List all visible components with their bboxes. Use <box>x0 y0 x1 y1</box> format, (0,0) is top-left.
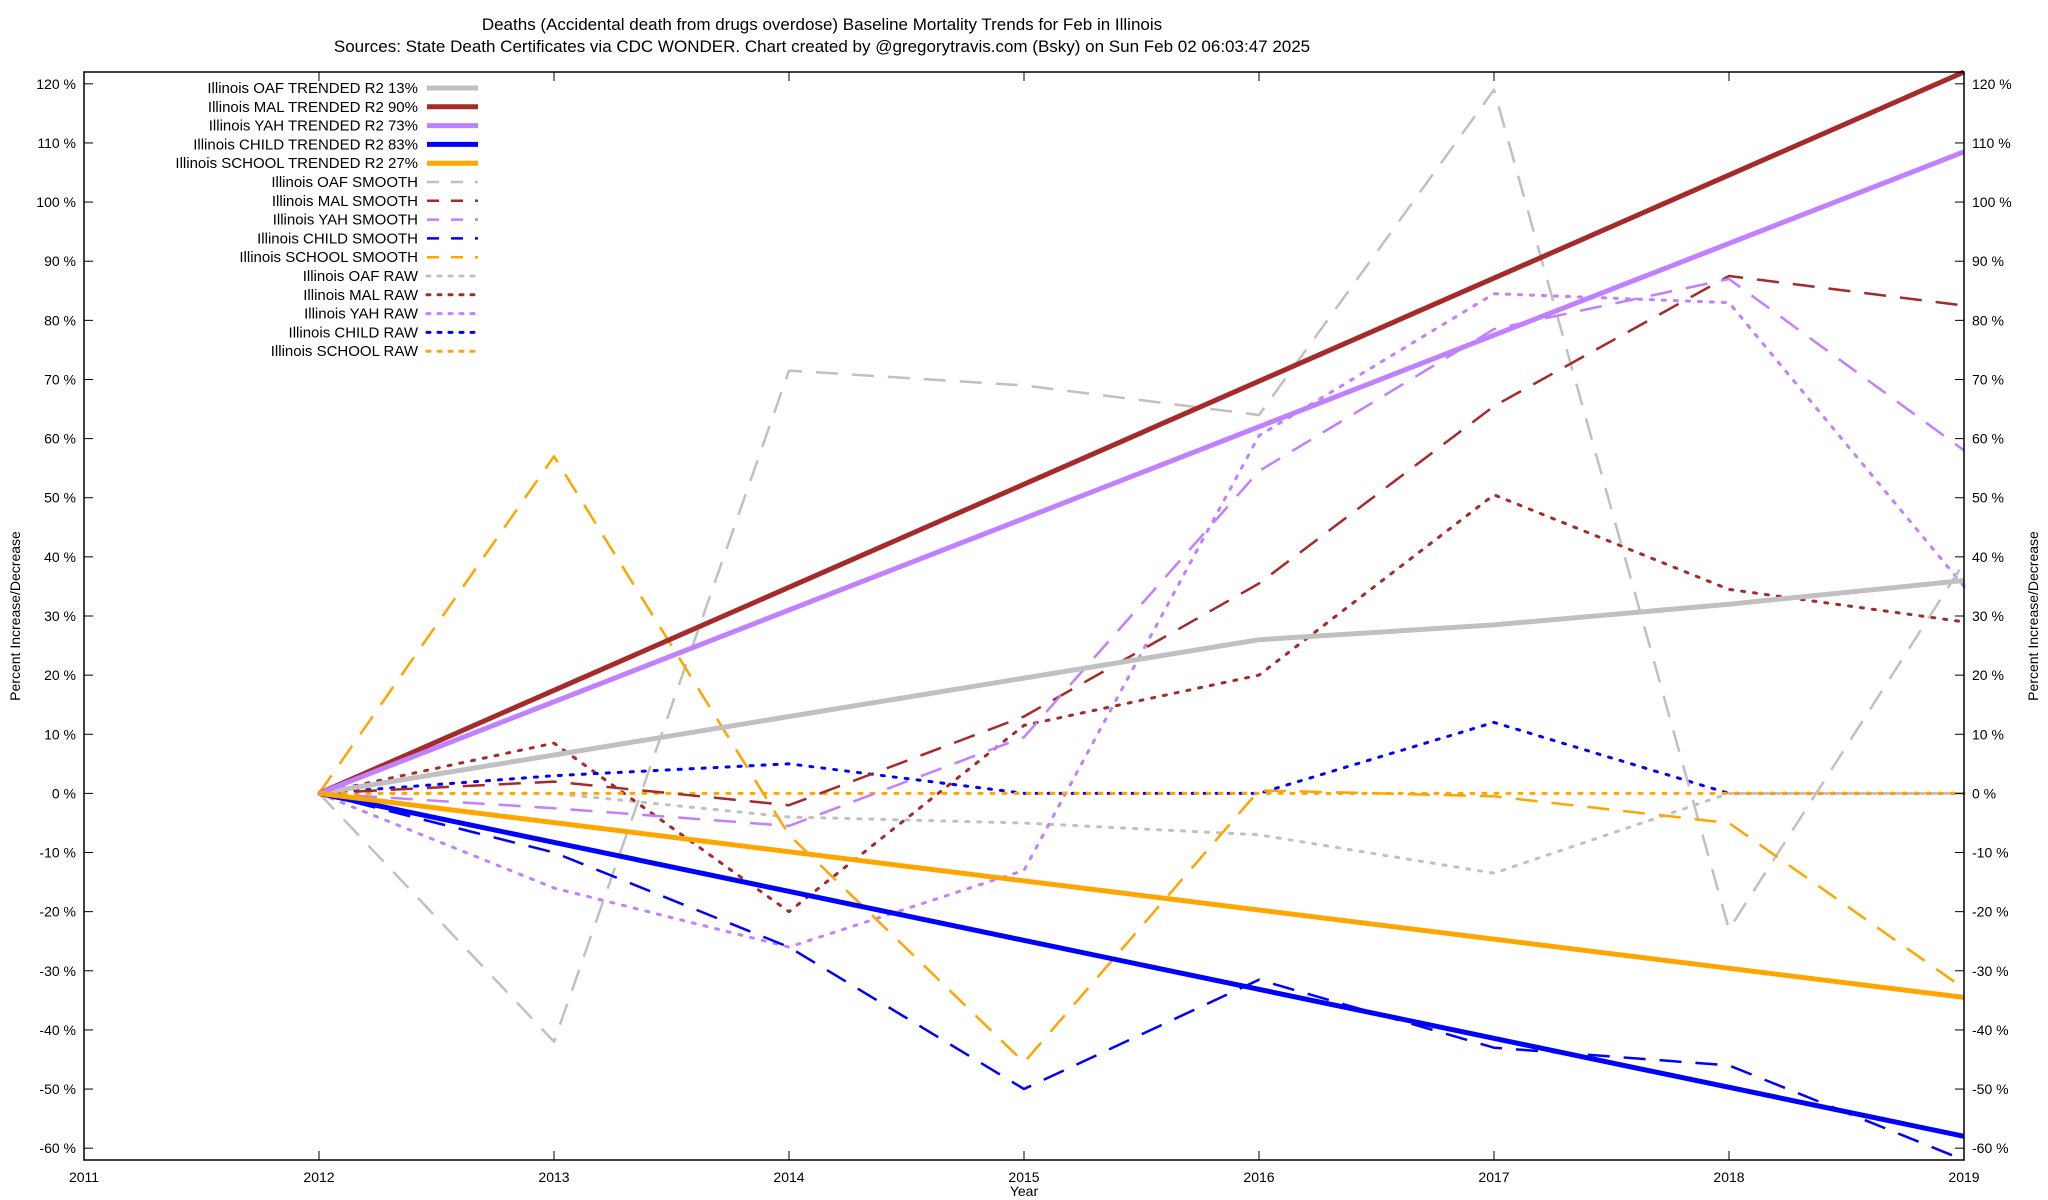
y-tick-label: 70 % <box>44 371 76 387</box>
y-tick-label: 30 % <box>44 608 76 624</box>
series-line-4 <box>318 790 1965 1000</box>
x-tick-label: 2015 <box>1008 1169 1039 1185</box>
y2-tick-label: -60 % <box>1972 1140 2009 1156</box>
y-tick-label: -50 % <box>39 1081 76 1097</box>
y2-tick-label: -30 % <box>1972 963 2009 979</box>
series-line-3 <box>318 790 1965 1139</box>
y2-tick-label: 80 % <box>1972 312 2004 328</box>
series-line-10 <box>317 791 1966 875</box>
y2-tick-label: 70 % <box>1972 371 2004 387</box>
y2-tick-label: 0 % <box>1972 785 1996 801</box>
y-tick-label: -40 % <box>39 1022 76 1038</box>
legend-label: Illinois CHILD TRENDED R2 83% <box>193 136 418 153</box>
y2-axis-label: Percent Increase/Decrease <box>2025 531 2041 701</box>
y2-tick-label: 50 % <box>1972 490 2004 506</box>
y-tick-label: 90 % <box>44 253 76 269</box>
series-line-12 <box>317 292 1966 949</box>
legend-label: Illinois SCHOOL TRENDED R2 27% <box>175 155 418 172</box>
y-tick-label: 120 % <box>36 76 76 92</box>
y-tick-label: 20 % <box>44 667 76 683</box>
y-tick-label: 0 % <box>52 785 76 801</box>
y2-tick-label: 20 % <box>1972 667 2004 683</box>
chart-subtitle: Sources: State Death Certificates via CD… <box>334 37 1310 56</box>
y2-tick-label: 90 % <box>1972 253 2004 269</box>
legend-label: Illinois CHILD RAW <box>289 324 419 341</box>
y2-tick-label: -20 % <box>1972 904 2009 920</box>
y2-tick-label: 30 % <box>1972 608 2004 624</box>
y2-tick-label: 120 % <box>1972 76 2012 92</box>
chart-title: Deaths (Accidental death from drugs over… <box>482 15 1162 34</box>
series-line-13 <box>317 720 1966 795</box>
y-tick-label: -60 % <box>39 1140 76 1156</box>
x-tick-label: 2013 <box>538 1169 569 1185</box>
y-tick-label: -30 % <box>39 963 76 979</box>
y-tick-label: 50 % <box>44 490 76 506</box>
x-axis-label: Year <box>1010 1183 1039 1199</box>
y2-tick-label: 10 % <box>1972 726 2004 742</box>
legend-label: Illinois MAL RAW <box>303 287 419 304</box>
y2-tick-label: 100 % <box>1972 194 2012 210</box>
legend-label: Illinois OAF SMOOTH <box>271 174 418 191</box>
y-tick-label: 80 % <box>44 312 76 328</box>
legend-label: Illinois OAF RAW <box>303 268 419 285</box>
y-axis-label: Percent Increase/Decrease <box>7 531 23 701</box>
series-line-6 <box>318 274 1965 807</box>
axis-ticks: 120 % 120 % 110 % 110 % 100 % 100 % 90 % 90 % 80… <box>36 72 2012 1185</box>
y2-tick-label: -50 % <box>1972 1081 2009 1097</box>
x-tick-label: 2011 <box>69 1169 99 1185</box>
series-line-2 <box>318 149 1965 796</box>
x-tick-label: 2016 <box>1243 1169 1274 1185</box>
y-tick-label: 40 % <box>44 549 76 565</box>
y2-tick-label: -40 % <box>1972 1022 2009 1038</box>
y-tick-label: 10 % <box>44 726 76 742</box>
y2-tick-label: 40 % <box>1972 549 2004 565</box>
y-tick-label: 110 % <box>37 135 76 151</box>
series-line-0 <box>318 578 1965 796</box>
legend-label: Illinois SCHOOL SMOOTH <box>239 249 418 266</box>
y-tick-label: -20 % <box>39 904 76 920</box>
legend-label: Illinois YAH TRENDED R2 73% <box>209 118 418 135</box>
legend-label: Illinois YAH SMOOTH <box>273 212 418 229</box>
x-tick-label: 2019 <box>1948 1169 1979 1185</box>
legend: Illinois OAF TRENDED R2 13% Illinois MAL … <box>175 80 480 360</box>
y2-tick-label: -10 % <box>1972 845 2009 861</box>
x-tick-label: 2017 <box>1478 1169 1509 1185</box>
series-line-9 <box>317 455 1965 1064</box>
y-tick-label: 100 % <box>36 194 76 210</box>
series-line-1 <box>317 69 1966 796</box>
series-line-5 <box>318 88 1966 1043</box>
y2-tick-label: 110 % <box>1972 135 2011 151</box>
legend-label: Illinois OAF TRENDED R2 13% <box>207 80 418 97</box>
legend-label: Illinois CHILD SMOOTH <box>257 230 418 247</box>
x-tick-label: 2018 <box>1713 1169 1744 1185</box>
x-tick-label: 2014 <box>773 1169 804 1185</box>
legend-label: Illinois SCHOOL RAW <box>271 343 419 360</box>
legend-label: Illinois YAH RAW <box>304 306 419 323</box>
y2-tick-label: 60 % <box>1972 431 2004 447</box>
y-tick-label: -10 % <box>39 845 76 861</box>
plot-series <box>317 69 1966 1162</box>
legend-label: Illinois MAL SMOOTH <box>272 193 418 210</box>
series-line-11 <box>317 493 1966 914</box>
series-line-7 <box>318 277 1965 828</box>
x-tick-label: 2012 <box>303 1169 334 1185</box>
series-line-8 <box>318 792 1965 1162</box>
legend-label: Illinois MAL TRENDED R2 90% <box>208 99 418 116</box>
y-tick-label: 60 % <box>44 431 76 447</box>
